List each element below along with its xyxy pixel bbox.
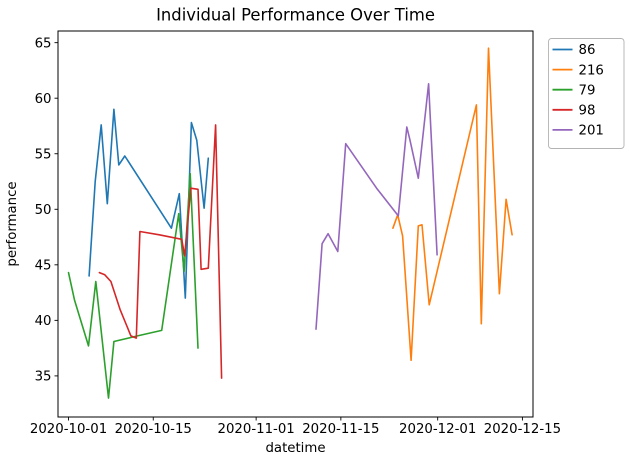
x-axis-label: datetime [265,441,325,456]
x-tick-label: 2020-12-15 [484,422,561,437]
series-line-216 [392,47,513,362]
legend-label-86: 86 [579,43,596,58]
y-tick-label: 60 [35,92,52,107]
y-tick-label: 55 [35,147,52,162]
y-axis-label: performance [5,181,20,266]
legend-label-79: 79 [579,83,596,98]
y-tick-label: 40 [35,314,52,329]
y-tick-label: 65 [35,36,52,51]
x-tick-label: 2020-10-15 [115,422,192,437]
series-line-98 [98,124,223,379]
legend-box [548,38,625,149]
x-tick-label: 2020-11-01 [217,422,294,437]
chart-title: Individual Performance Over Time [156,6,435,25]
series-line-79 [67,172,199,399]
plot-area [57,30,534,418]
y-tick-label: 50 [35,203,52,218]
legend: 86 216 79 98 201 [548,38,625,149]
x-tick-label: 2020-10-01 [30,422,107,437]
legend-label-216: 216 [579,63,604,78]
axis-ticks: 2020-10-01 2020-10-15 2020-11-01 2020-11-15… [30,36,561,437]
y-tick-label: 35 [35,370,52,385]
y-tick-label: 45 [35,259,52,274]
legend-label-98: 98 [579,104,596,119]
x-tick-label: 2020-11-15 [302,422,379,437]
series-line-201 [315,83,438,331]
legend-label-201: 201 [579,124,604,139]
x-tick-label: 2020-12-01 [399,422,476,437]
series-line-86 [88,108,210,299]
series-lines [67,47,513,399]
